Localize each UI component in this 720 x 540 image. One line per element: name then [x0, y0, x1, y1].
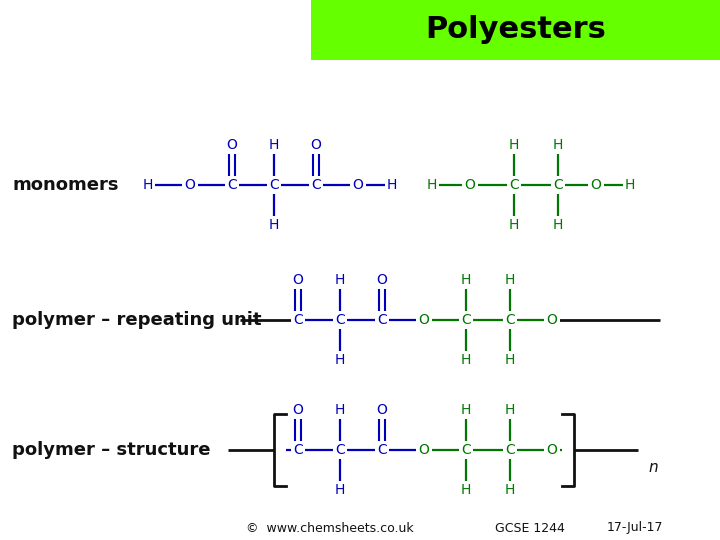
Text: H: H	[553, 138, 563, 152]
Text: O: O	[310, 138, 321, 152]
Text: O: O	[546, 443, 557, 457]
Text: H: H	[509, 218, 519, 232]
Text: C: C	[461, 313, 471, 327]
Text: C: C	[377, 443, 387, 457]
Text: H: H	[505, 273, 516, 287]
Text: monomers: monomers	[12, 176, 119, 194]
Text: O: O	[590, 178, 601, 192]
Text: H: H	[335, 403, 345, 417]
Text: H: H	[335, 483, 345, 497]
Text: H: H	[461, 273, 471, 287]
Text: O: O	[292, 273, 303, 287]
Text: H: H	[553, 218, 563, 232]
Text: H: H	[427, 178, 437, 192]
Text: C: C	[505, 443, 515, 457]
Text: H: H	[625, 178, 635, 192]
Text: Polyesters: Polyesters	[425, 16, 606, 44]
Text: C: C	[377, 313, 387, 327]
Text: O: O	[418, 313, 429, 327]
Text: C: C	[335, 313, 345, 327]
Text: GCSE 1244: GCSE 1244	[495, 522, 565, 535]
Text: O: O	[227, 138, 238, 152]
Bar	[311, 0, 720, 60]
Text: H: H	[505, 403, 516, 417]
Text: H: H	[461, 353, 471, 367]
Text: C: C	[293, 443, 303, 457]
Text: C: C	[505, 313, 515, 327]
Text: C: C	[311, 178, 321, 192]
Text: O: O	[418, 443, 429, 457]
Text: C: C	[293, 313, 303, 327]
Text: H: H	[335, 273, 345, 287]
Text: C: C	[461, 443, 471, 457]
Text: H: H	[269, 138, 279, 152]
Text: O: O	[353, 178, 364, 192]
Text: O: O	[377, 273, 387, 287]
Text: C: C	[509, 178, 519, 192]
Text: O: O	[464, 178, 475, 192]
Text: H: H	[269, 218, 279, 232]
Text: C: C	[335, 443, 345, 457]
Text: C: C	[227, 178, 237, 192]
Text: ©  www.chemsheets.co.uk: © www.chemsheets.co.uk	[246, 522, 414, 535]
Text: polymer – structure: polymer – structure	[12, 441, 210, 459]
Text: O: O	[377, 403, 387, 417]
Text: H: H	[387, 178, 397, 192]
Text: C: C	[553, 178, 563, 192]
Text: H: H	[505, 483, 516, 497]
Text: H: H	[143, 178, 153, 192]
Text: O: O	[546, 313, 557, 327]
Text: H: H	[461, 403, 471, 417]
Text: H: H	[505, 353, 516, 367]
Text: H: H	[461, 483, 471, 497]
Text: n: n	[648, 461, 657, 476]
Text: polymer – repeating unit: polymer – repeating unit	[12, 311, 261, 329]
Text: H: H	[335, 353, 345, 367]
Text: O: O	[184, 178, 195, 192]
Text: C: C	[269, 178, 279, 192]
Text: 17-Jul-17: 17-Jul-17	[607, 522, 663, 535]
Text: O: O	[292, 403, 303, 417]
Text: H: H	[509, 138, 519, 152]
